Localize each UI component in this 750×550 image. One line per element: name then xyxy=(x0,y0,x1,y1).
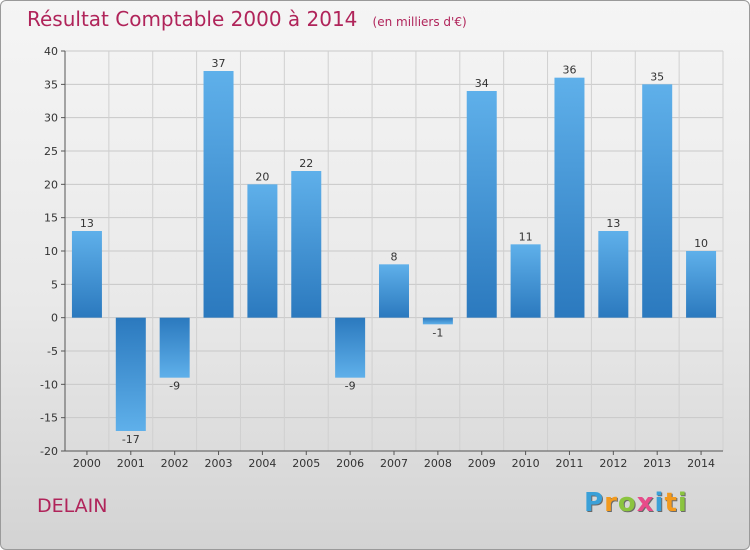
logo-letter: r xyxy=(604,488,618,518)
bar-2012 xyxy=(598,231,629,318)
bar-2007 xyxy=(379,264,409,318)
logo-letter: t xyxy=(664,488,678,518)
axes-layer: -20 -15 -10 -5 0 5 10 15 20 25 30 35 40 2000 2001 2002 2… xyxy=(40,45,723,470)
y-tick-label: -10 xyxy=(40,378,58,391)
x-tick-label: 2009 xyxy=(468,457,496,470)
value-label: 8 xyxy=(391,250,398,263)
value-label: -9 xyxy=(345,380,356,393)
logo-letter: P xyxy=(584,488,605,518)
x-tick-label: 2011 xyxy=(555,457,583,470)
bar-2011 xyxy=(554,77,585,318)
logo-letter: o xyxy=(617,488,637,518)
value-label: 35 xyxy=(650,70,664,83)
x-tick-label: 2005 xyxy=(292,457,320,470)
x-tick-label: 2012 xyxy=(599,457,627,470)
y-tick-label: -15 xyxy=(40,412,58,425)
y-tick-label: 5 xyxy=(51,278,58,291)
x-tick-label: 2002 xyxy=(161,457,189,470)
bar-2003 xyxy=(203,71,234,318)
x-tick-label: 2013 xyxy=(643,457,671,470)
bar-2006 xyxy=(335,317,366,378)
y-tick-label: 40 xyxy=(44,45,58,58)
labels-layer: 13 -17 -9 37 20 22 -9 8 -1 34 11 36 13 35 10 xyxy=(80,57,708,446)
x-tick-label: 2001 xyxy=(117,457,145,470)
bar-2013 xyxy=(642,84,673,318)
bar-2000 xyxy=(71,231,102,318)
bar-2014 xyxy=(686,251,717,318)
x-tick-label: 2006 xyxy=(336,457,364,470)
chart-title: Résultat Comptable 2000 à 2014 xyxy=(27,7,358,31)
y-tick-label: 10 xyxy=(44,245,58,258)
value-label: 10 xyxy=(694,237,708,250)
value-label: 34 xyxy=(475,77,489,90)
y-tick-label: 20 xyxy=(44,178,58,191)
value-label: 20 xyxy=(255,170,269,183)
logo-letter: i xyxy=(677,488,688,518)
y-tick-label: 0 xyxy=(51,312,58,325)
value-label: 13 xyxy=(606,217,620,230)
bar-2001 xyxy=(115,317,146,431)
x-tick-label: 2003 xyxy=(205,457,233,470)
x-tick-label: 2008 xyxy=(424,457,452,470)
chart-subtitle: (en milliers d'€) xyxy=(372,15,467,29)
value-label: 37 xyxy=(212,57,226,70)
chart-title-block: Résultat Comptable 2000 à 2014 (en milli… xyxy=(27,7,467,31)
x-tick-label: 2007 xyxy=(380,457,408,470)
value-label: 11 xyxy=(519,230,533,243)
value-label: 22 xyxy=(299,157,313,170)
value-label: -1 xyxy=(432,326,443,339)
logo-letter: x xyxy=(636,488,655,518)
logo-letter: i xyxy=(654,488,665,518)
x-tick-label: 2014 xyxy=(687,457,715,470)
y-tick-label: -5 xyxy=(47,345,58,358)
value-label: -9 xyxy=(169,380,180,393)
bar-2004 xyxy=(247,184,278,318)
y-tick-label: 35 xyxy=(44,78,58,91)
proxiti-logo: Proxiti xyxy=(584,488,688,518)
bars-layer xyxy=(71,71,717,431)
y-tick-label: -20 xyxy=(40,445,58,458)
y-tick-label: 25 xyxy=(44,145,58,158)
value-label: 13 xyxy=(80,217,94,230)
bar-2010 xyxy=(510,244,541,318)
value-label: 36 xyxy=(562,64,576,77)
value-label: -17 xyxy=(122,433,140,446)
bar-2005 xyxy=(291,171,322,318)
bar-2008 xyxy=(422,317,453,325)
bar-2009 xyxy=(466,91,497,318)
bar-2002 xyxy=(159,317,190,378)
x-tick-label: 2004 xyxy=(248,457,276,470)
city-name: DELAIN xyxy=(37,495,108,517)
x-tick-label: 2000 xyxy=(73,457,101,470)
y-tick-label: 15 xyxy=(44,212,58,225)
x-tick-label: 2010 xyxy=(512,457,540,470)
y-tick-label: 30 xyxy=(44,112,58,125)
